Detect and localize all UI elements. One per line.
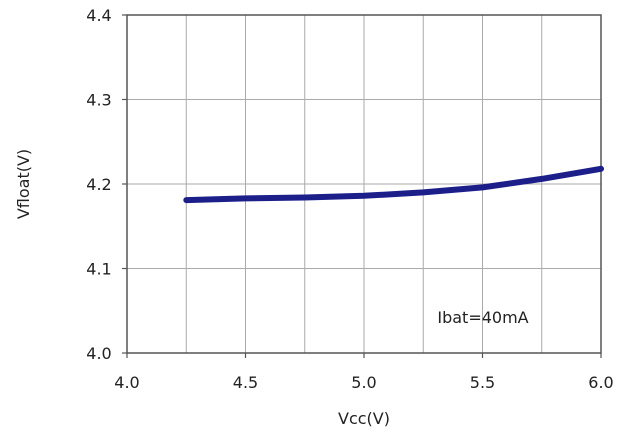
y-tick-label: 4.2	[86, 175, 111, 194]
grid-layer	[127, 15, 601, 353]
x-tick-label: 6.0	[588, 373, 613, 392]
label-layer: 4.0 4.5 5.0 5.5 6.0 4.0 4.1 4.2 4.3 4.4	[86, 6, 613, 392]
y-tick-label: 4.1	[86, 260, 111, 279]
series-line	[183, 165, 604, 204]
y-axis-title: Vfloat(V)	[14, 149, 33, 219]
y-tick-label: 4.4	[86, 6, 111, 25]
axes-layer	[122, 14, 602, 358]
y-tick-label: 4.0	[86, 344, 111, 363]
x-tick-label: 4.5	[233, 373, 258, 392]
x-tick-label: 4.0	[114, 373, 139, 392]
x-tick-label: 5.5	[470, 373, 495, 392]
x-axis-title: Vcc(V)	[338, 409, 390, 428]
annotation-text: Ibat=40mA	[437, 308, 528, 327]
x-tick-label: 5.0	[351, 373, 376, 392]
series-layer	[183, 165, 604, 204]
annotation-box: Ibat=40mA	[437, 308, 528, 327]
y-tick-label: 4.3	[86, 91, 111, 110]
